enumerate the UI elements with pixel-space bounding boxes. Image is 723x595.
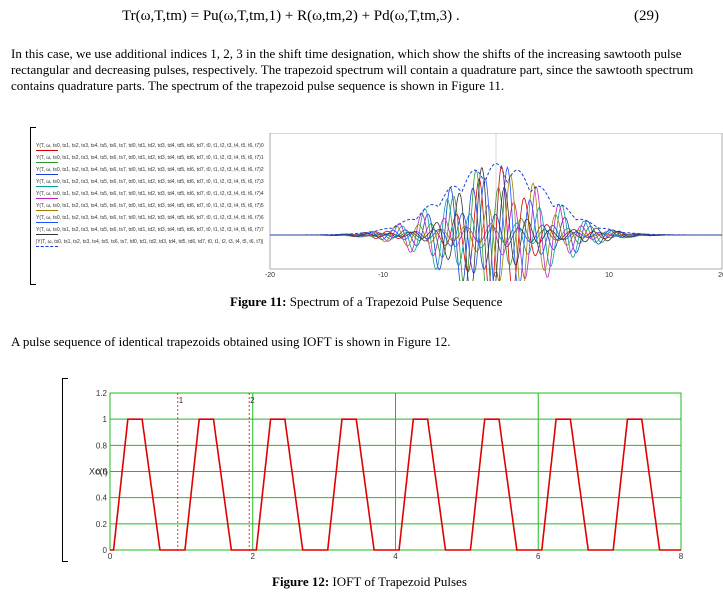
legend-entry: Y(T, ω, ts0, ts1, ts2, ts3, ts4, ts5, ts… — [36, 191, 264, 197]
legend-entry: Y(T, ω, ts0, ts1, ts2, ts3, ts4, ts5, ts… — [36, 227, 264, 233]
x-tick-label: 6 — [536, 552, 541, 561]
legend-swatch — [36, 174, 58, 175]
figure-11-bracket-bottom — [30, 284, 36, 285]
paragraph-2: A pulse sequence of identical trapezoids… — [11, 334, 451, 349]
figure-11-legend: Y(T, ω, ts0, ts1, ts2, ts3, ts4, ts5, ts… — [0, 143, 300, 253]
equation: Tr(ω,T,tm) = Pu(ω,T,tm,1) + R(ω,tm,2) + … — [122, 8, 460, 24]
pulse-train-line — [110, 418, 681, 551]
paragraph-line: contains quadrature parts. The spectrum … — [11, 78, 505, 93]
legend-entry: Y(T, ω, ts0, ts1, ts2, ts3, ts4, ts5, ts… — [36, 155, 264, 161]
figure-11-caption: Figure 11: Spectrum of a Trapezoid Pulse… — [230, 294, 502, 310]
legend-entry: Y(T, ω, ts0, ts1, ts2, ts3, ts4, ts5, ts… — [36, 179, 264, 185]
figure-12-caption-label: Figure 12: — [272, 574, 330, 589]
x-tick-label: 10 — [605, 272, 613, 279]
y-tick-label: 0.6 — [96, 468, 108, 477]
paragraph-line: rectangular and decreasing pulses, respe… — [11, 62, 694, 77]
legend-entry: Y(T, ω, ts0, ts1, ts2, ts3, ts4, ts5, ts… — [36, 215, 264, 221]
paragraph-line: In this case, we use additional indices … — [11, 46, 682, 61]
legend-swatch — [36, 198, 58, 199]
figure-11-bracket-top — [30, 127, 36, 128]
legend-swatch — [36, 234, 58, 235]
figure-12-caption: Figure 12: IOFT of Trapezoid Pulses — [272, 574, 467, 590]
x-tick-label: -10 — [378, 272, 388, 279]
legend-swatch — [36, 246, 58, 247]
x-tick-label: -20 — [265, 272, 275, 279]
x-tick-label: 8 — [679, 552, 684, 561]
y-tick-label: 0 — [103, 546, 108, 555]
legend-entry: Y(T, ω, ts0, ts1, ts2, ts3, ts4, ts5, ts… — [36, 203, 264, 209]
marker-label: 1 — [179, 396, 184, 405]
figure-11-left-bracket — [30, 127, 33, 285]
y-tick-label: 0.4 — [96, 494, 108, 503]
figure-11-caption-text: Spectrum of a Trapezoid Pulse Sequence — [286, 294, 503, 309]
x-tick-label: 0 — [494, 272, 498, 279]
figure-11-caption-label: Figure 11: — [230, 294, 287, 309]
legend-entry: Y(T, ω, ts0, ts1, ts2, ts3, ts4, ts5, ts… — [36, 143, 264, 149]
x-tick-label: 4 — [393, 552, 398, 561]
figure-12-caption-text: IOFT of Trapezoid Pulses — [329, 574, 467, 589]
legend-swatch — [36, 162, 58, 163]
figure-11-chart: -20-10010203210-1 — [265, 133, 723, 281]
spectrum-magnitude-line — [270, 163, 722, 236]
legend-swatch — [36, 186, 58, 187]
legend-swatch — [36, 222, 58, 223]
figure-12-left-bracket — [62, 378, 65, 562]
paragraph-1: In this case, we use additional indices … — [11, 46, 723, 94]
legend-swatch — [36, 150, 58, 151]
equation-number: (29) — [634, 8, 659, 24]
x-tick-label: 0 — [108, 552, 113, 561]
x-tick-label: 2 — [251, 552, 256, 561]
x-tick-label: 20 — [718, 272, 723, 279]
y-tick-label: 0.8 — [96, 441, 108, 450]
y-tick-label: 0.2 — [96, 520, 108, 529]
marker-label: 2 — [250, 396, 255, 405]
figure-12-bracket-bottom — [62, 561, 68, 562]
legend-swatch — [36, 210, 58, 211]
figure-12-bracket-top — [62, 378, 68, 379]
y-tick-label: 1.2 — [96, 389, 108, 398]
legend-entry: |Y(T, ω, ts0, ts1, ts2, ts3, ts4, ts5, t… — [36, 239, 264, 245]
y-axis-label: Xc(t) — [89, 467, 108, 477]
y-tick-label: 1 — [103, 415, 108, 424]
legend-entry: Y(T, ω, ts0, ts1, ts2, ts3, ts4, ts5, ts… — [36, 167, 264, 173]
